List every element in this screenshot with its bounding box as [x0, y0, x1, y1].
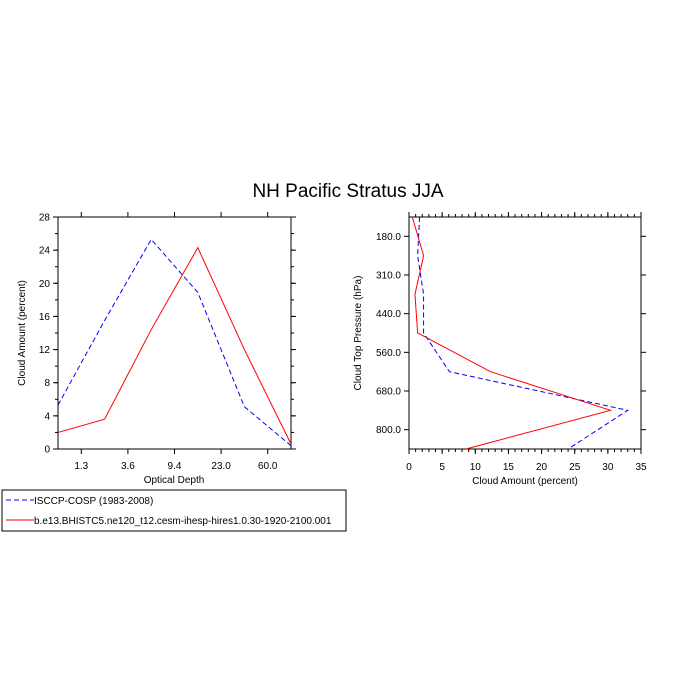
y-tick-label: 16 — [39, 312, 51, 323]
y-tick-label: 680.0 — [376, 387, 401, 398]
legend-label-model: b.e13.BHISTC5.ne120_t12.cesm-ihesp-hires… — [34, 516, 332, 527]
legend: ISCCP-COSP (1983-2008) b.e13.BHISTC5.ne1… — [1, 489, 347, 532]
x-tick-label: 35 — [635, 462, 647, 473]
cloud-top-pressure-axes: 0 5 10 15 20 25 30 35 180.0 310.0 440.0 560.0 680.0 8… — [376, 212, 647, 473]
y-tick-label: 24 — [39, 246, 51, 257]
optical-depth-line-isccp — [57, 238, 292, 447]
x-tick-label: 30 — [602, 462, 614, 473]
x-tick-label: 15 — [503, 462, 515, 473]
cloud-top-pressure-line-isccp — [417, 216, 630, 450]
optical-depth-y-axis-label: Cloud Amount (percent) — [17, 280, 28, 386]
x-tick-label: 3.6 — [121, 461, 135, 472]
y-tick-label: 560.0 — [376, 348, 401, 359]
x-tick-label: 0 — [406, 462, 412, 473]
x-tick-label: 5 — [439, 462, 445, 473]
y-tick-label: 20 — [39, 279, 51, 290]
y-tick-label: 12 — [39, 345, 51, 356]
cloud-top-pressure-panel: 0 5 10 15 20 25 30 35 180.0 310.0 440.0 560.0 680.0 8… — [353, 212, 647, 487]
cloud-top-pressure-plot-frame — [408, 216, 642, 450]
chart-title: NH Pacific Stratus JJA — [252, 181, 443, 202]
y-tick-label: 800.0 — [376, 425, 401, 436]
cloud-top-pressure-y-axis-label: Cloud Top Pressure (hPa) — [353, 276, 364, 391]
optical-depth-line-model — [57, 246, 292, 445]
x-tick-label: 20 — [536, 462, 548, 473]
x-tick-label: 60.0 — [258, 461, 278, 472]
x-tick-label: 10 — [470, 462, 482, 473]
legend-label-isccp: ISCCP-COSP (1983-2008) — [34, 496, 153, 507]
x-tick-label: 23.0 — [211, 461, 231, 472]
optical-depth-plot-frame — [57, 216, 292, 450]
cloud-top-pressure-line-model — [411, 216, 613, 450]
y-tick-label: 310.0 — [376, 271, 401, 282]
x-tick-label: 1.3 — [74, 461, 88, 472]
legend-box — [1, 489, 347, 532]
optical-depth-axes: 0 4 8 12 16 20 24 28 1.3 3.6 9.4 23.0 60.0 — [39, 212, 296, 472]
y-tick-label: 28 — [39, 213, 51, 224]
x-tick-label: 25 — [569, 462, 581, 473]
optical-depth-series — [57, 238, 292, 447]
optical-depth-x-axis-label: Optical Depth — [144, 475, 205, 486]
y-tick-label: 8 — [44, 378, 50, 389]
y-tick-label: 0 — [44, 445, 50, 456]
x-tick-label: 9.4 — [168, 461, 182, 472]
optical-depth-panel: 0 4 8 12 16 20 24 28 1.3 3.6 9.4 23.0 60.0 Optical D… — [17, 212, 296, 486]
y-tick-label: 4 — [44, 411, 50, 422]
cloud-top-pressure-series — [411, 216, 630, 450]
cloud-top-pressure-x-axis-label: Cloud Amount (percent) — [472, 476, 578, 487]
y-tick-label: 180.0 — [376, 232, 401, 243]
y-tick-label: 440.0 — [376, 309, 401, 320]
